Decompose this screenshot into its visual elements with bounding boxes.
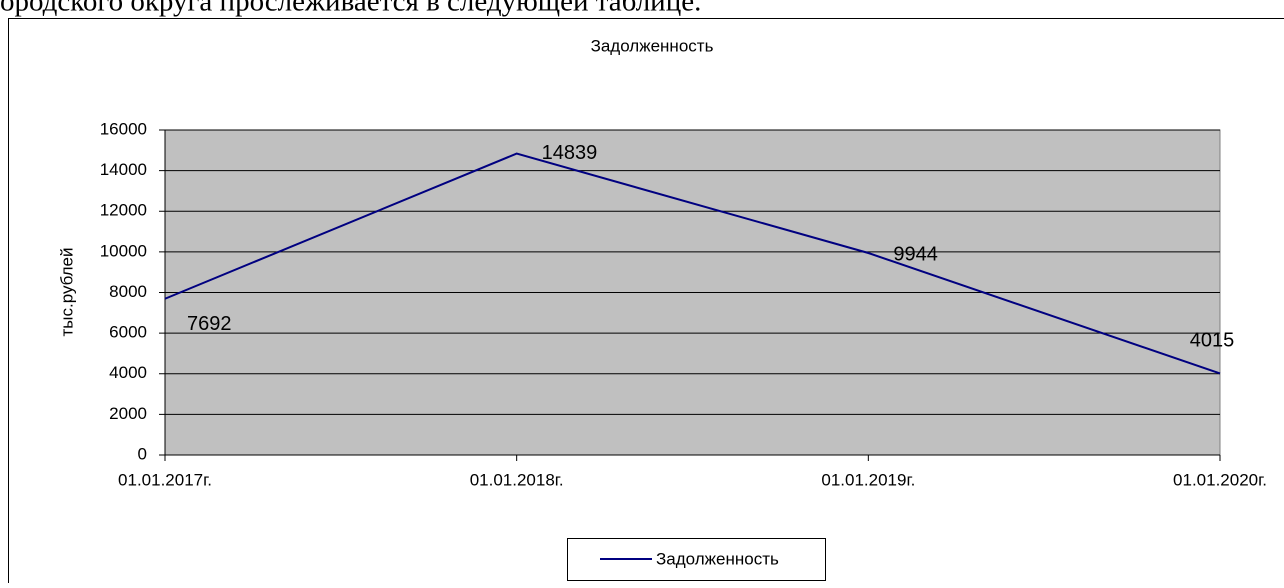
y-tick-label: 8000 xyxy=(109,282,147,301)
document-text: ородского округа прослеживается в следую… xyxy=(0,0,701,18)
y-axis-label: тыс.рублей xyxy=(57,247,76,336)
x-tick-label: 01.01.2017г. xyxy=(118,470,212,489)
chart-title: Задолженность xyxy=(591,36,714,55)
data-label: 14839 xyxy=(542,142,598,164)
data-label: 7692 xyxy=(187,313,232,335)
y-tick-label: 0 xyxy=(138,444,147,463)
y-tick-label: 4000 xyxy=(109,363,147,382)
y-tick-label: 16000 xyxy=(100,119,147,138)
y-tick-label: 14000 xyxy=(100,160,147,179)
y-tick-label: 2000 xyxy=(109,404,147,423)
y-tick-label: 10000 xyxy=(100,241,147,260)
legend-label: Задолженность xyxy=(656,549,779,568)
data-label: 4015 xyxy=(1190,330,1235,352)
data-label: 9944 xyxy=(893,243,938,265)
x-tick-label: 01.01.2020г. xyxy=(1173,470,1267,489)
x-tick-label: 01.01.2018г. xyxy=(470,470,564,489)
x-tick-label: 01.01.2019г. xyxy=(821,470,915,489)
y-tick-label: 12000 xyxy=(100,201,147,220)
y-tick-label: 6000 xyxy=(109,323,147,342)
